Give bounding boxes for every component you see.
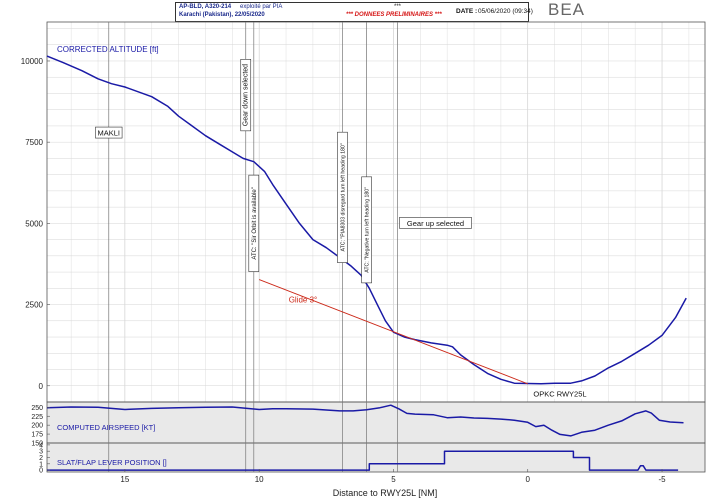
event-label: ATC: "Negative turn left heading 180" [365, 187, 371, 273]
x-tick-label: 10 [255, 475, 264, 484]
slat_flap-ylabel: SLAT/FLAP LEVER POSITION [] [57, 458, 167, 467]
y-tick-label: 4 [39, 442, 43, 449]
header-marker: *** [394, 4, 402, 10]
header-date-value: 05/06/2020 (09:34) [478, 8, 533, 15]
y-tick-label: 0 [39, 468, 43, 475]
y-tick-label: 2500 [25, 301, 43, 310]
event-label-group: ATC: "Sir Orbit is available" [248, 174, 260, 272]
y-tick-label: 250 [31, 405, 43, 412]
y-tick-label: 200 [31, 423, 43, 430]
header-box: AP-BLD, A320-214 exploité par PIA Karach… [175, 2, 533, 22]
event-label-box [399, 217, 472, 229]
altitude-ylabel: CORRECTED ALTITUDE [ft] [57, 45, 159, 54]
y-tick-label: 7500 [25, 138, 43, 147]
x-axis-label: Distance to RWY25L [NM] [333, 488, 438, 498]
x-tick-label: 5 [391, 475, 396, 484]
x-tick-label: 15 [120, 475, 129, 484]
series-layer [46, 55, 687, 471]
event-label: MAKLI [98, 129, 121, 138]
event-label-box [337, 131, 348, 263]
y-tick-label: 10000 [21, 57, 44, 66]
y-tick-label: 3 [39, 449, 43, 456]
y-tick-label: 175 [31, 432, 43, 439]
y-tick-label: 0 [39, 382, 44, 391]
event-label: Gear down selected [243, 64, 250, 126]
bea-logo: BEA [548, 0, 586, 19]
event-label-box [248, 174, 260, 272]
event-label: ATC: "Sir Orbit is available" [252, 187, 258, 260]
airspeed-series-line [46, 404, 684, 437]
event-label-box [95, 126, 123, 139]
header-date-label: DATE : [456, 8, 478, 15]
event-label-group: ATC: "Negative turn left heading 180" [361, 176, 372, 284]
slat_flap-series-line [47, 450, 679, 471]
glide-slope-line [259, 279, 528, 385]
x-tick-label: -5 [658, 475, 666, 484]
event-label: Gear up selected [407, 219, 464, 228]
annotation-labels: Glide 3° MAKLI Gear down selected ATC: "Sir… [95, 59, 587, 399]
event-label-box [534, 387, 586, 399]
event-label-box [361, 176, 372, 284]
altitude-frame [46, 21, 706, 403]
y-tick-label: 1 [39, 461, 43, 468]
header-operator: exploité par PIA [240, 4, 283, 10]
header-location-date: Karachi (Pakistan), 22/05/2020 [179, 12, 265, 18]
y-tick-label: 150 [31, 441, 43, 448]
y-tick-label: 2 [39, 455, 43, 462]
glide-slope-label: Glide 3° [289, 296, 318, 305]
header-preliminary: *** DONNEES PRELIMINAIRES *** [346, 12, 442, 18]
slat-flap-panel-bg [47, 443, 705, 472]
event-label: ATC: "PIA8303 disregard turn left headin… [340, 143, 346, 251]
event-label-group: ATC: "PIA8303 disregard turn left headin… [337, 131, 348, 263]
panel-frames [46, 21, 706, 473]
y-tick-label: 5000 [25, 219, 43, 228]
event-label: OPKC RWY25L [533, 389, 586, 398]
x-tick-label: 0 [526, 475, 531, 484]
event-label-group: Gear down selected [240, 59, 252, 132]
airspeed-ylabel: COMPUTED AIRSPEED [KT] [57, 423, 155, 432]
altitude-series-line [46, 55, 687, 385]
y-tick-label: 225 [31, 414, 43, 421]
header-aircraft: AP-BLD, A320-214 [179, 4, 232, 10]
event-label-box [240, 59, 252, 132]
